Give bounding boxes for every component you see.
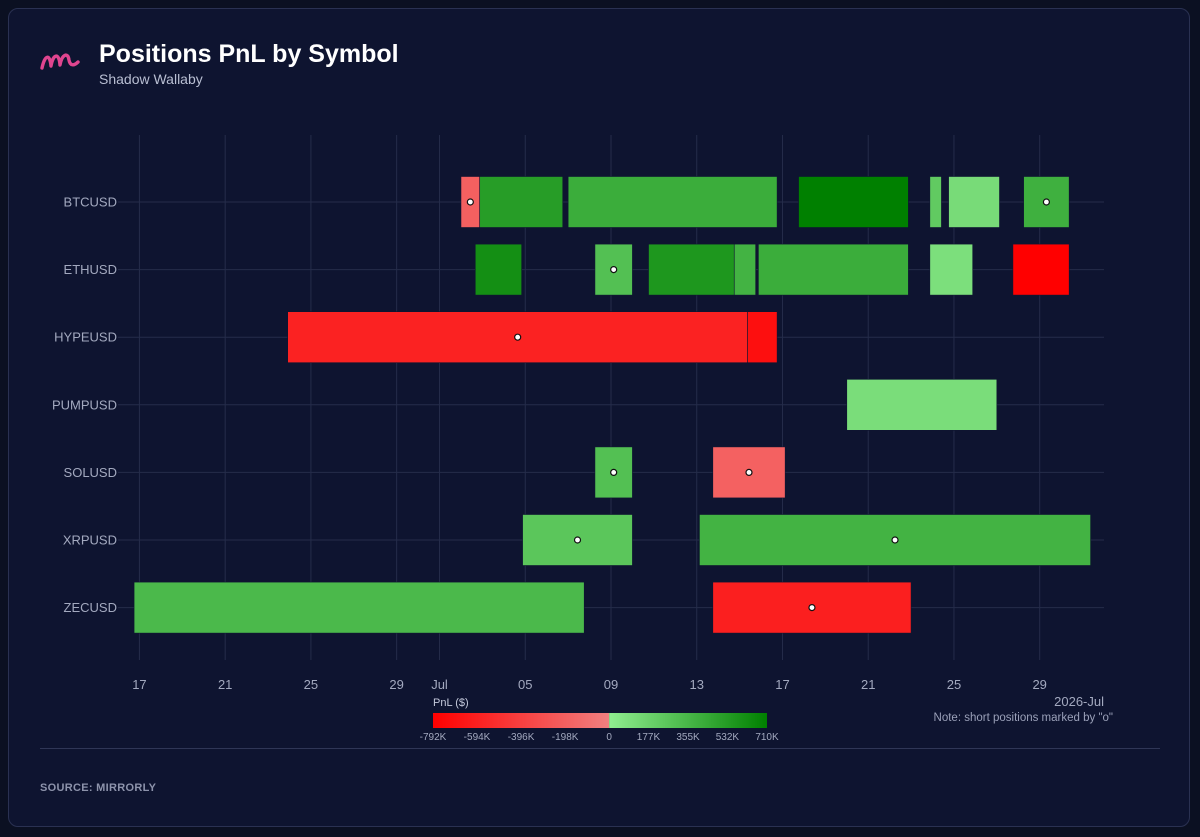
position-bar-pumpusd bbox=[846, 378, 998, 431]
footer-divider bbox=[40, 748, 1160, 749]
short-marker-solusd bbox=[745, 468, 753, 476]
x-tick-label: 21 bbox=[218, 677, 232, 692]
short-marker-hypeusd bbox=[514, 333, 522, 341]
y-tick-label-solusd: SOLUSD bbox=[64, 465, 117, 480]
short-marker-btcusd bbox=[466, 198, 474, 206]
y-tick-label-pumpusd: PUMPUSD bbox=[52, 397, 117, 412]
pnl-colorbar: -792K -594K -396K -198K 0 177K 355K 532K 710K bbox=[420, 713, 779, 743]
x-tick-label: 29 bbox=[1032, 677, 1046, 692]
x-tick-label: 25 bbox=[304, 677, 318, 692]
x-tick-label: 09 bbox=[604, 677, 618, 692]
position-bar-ethusd bbox=[474, 243, 522, 296]
x-tick-label: 29 bbox=[389, 677, 403, 692]
short-marker-btcusd bbox=[1042, 198, 1050, 206]
y-tick-label-ethusd: ETHUSD bbox=[64, 262, 117, 277]
position-bars bbox=[133, 176, 1091, 634]
position-bar-ethusd bbox=[758, 243, 909, 296]
position-bar-ethusd bbox=[1012, 243, 1070, 296]
colorbar-title: PnL ($) bbox=[433, 697, 469, 709]
y-tick-label-xrpusd: XRPUSD bbox=[63, 533, 117, 548]
short-marker-xrpusd bbox=[573, 536, 582, 544]
page-subtitle: Shadow Wallaby bbox=[99, 71, 203, 87]
mirrorly-logo-icon bbox=[40, 53, 80, 70]
y-tick-label-hypeusd: HYPEUSD bbox=[54, 330, 117, 345]
x-tick-label: 21 bbox=[861, 677, 875, 692]
position-bar-btcusd bbox=[798, 176, 909, 228]
colorbar-tick-label: 355K bbox=[676, 732, 700, 743]
position-bar-ethusd bbox=[733, 243, 756, 296]
short-marker-xrpusd bbox=[891, 536, 899, 544]
x-axis-secondary-label: 2026-Jul bbox=[1054, 694, 1104, 709]
position-bar-btcusd bbox=[929, 176, 942, 228]
colorbar-tick-label: 177K bbox=[637, 732, 661, 743]
colorbar-tick-label: 0 bbox=[606, 732, 612, 743]
colorbar-tick-label: -594K bbox=[464, 732, 491, 743]
x-tick-label: 05 bbox=[518, 677, 532, 692]
colorbar-tick-label: 532K bbox=[716, 732, 740, 743]
page-title: Positions PnL by Symbol bbox=[99, 40, 399, 68]
position-bar-zecusd bbox=[133, 581, 585, 634]
position-bar-btcusd bbox=[567, 176, 778, 228]
colorbar-tick-label: 710K bbox=[755, 732, 779, 743]
y-tick-label-zecusd: ZECUSD bbox=[64, 600, 117, 615]
colorbar-positive-segment bbox=[609, 713, 767, 728]
position-bar-btcusd bbox=[479, 176, 564, 228]
x-tick-label: 13 bbox=[690, 677, 704, 692]
colorbar-tick-label: -396K bbox=[508, 732, 535, 743]
short-positions-note: Note: short positions marked by "o" bbox=[933, 712, 1113, 724]
position-bar-btcusd bbox=[948, 176, 1000, 228]
x-tick-label: 17 bbox=[775, 677, 789, 692]
colorbar-negative-segment bbox=[433, 713, 610, 728]
source-label: SOURCE: MIRRORLY bbox=[40, 782, 157, 794]
short-marker-solusd bbox=[610, 468, 618, 476]
position-bar-ethusd bbox=[648, 243, 735, 296]
x-tick-label: 25 bbox=[947, 677, 961, 692]
short-marker-ethusd bbox=[610, 266, 618, 274]
short-marker-zecusd bbox=[808, 603, 816, 612]
colorbar-tick-label: -792K bbox=[420, 732, 447, 743]
x-tick-label: 17 bbox=[132, 677, 146, 692]
x-tick-label: Jul bbox=[431, 677, 448, 692]
position-bar-hypeusd bbox=[747, 311, 778, 364]
position-bar-ethusd bbox=[929, 243, 974, 296]
y-tick-label-btcusd: BTCUSD bbox=[64, 195, 117, 210]
colorbar-tick-label: -198K bbox=[552, 732, 579, 743]
